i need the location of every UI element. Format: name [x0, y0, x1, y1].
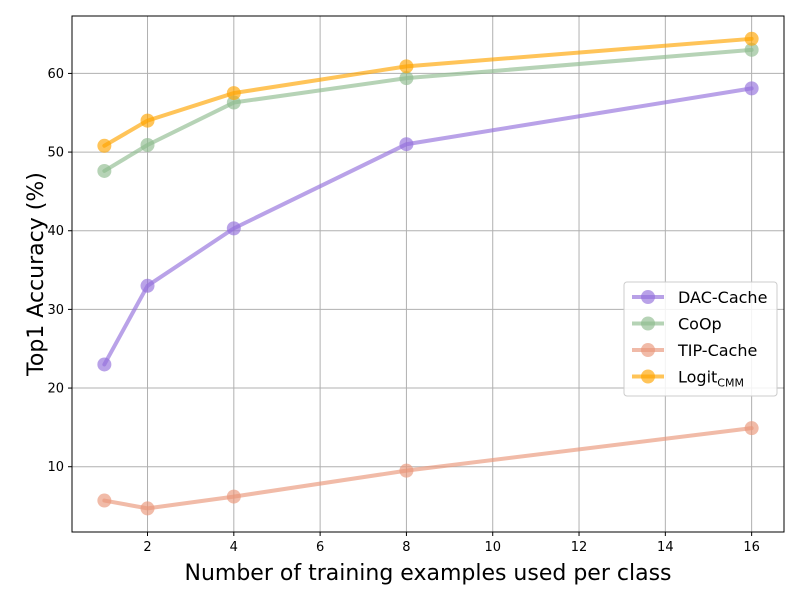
x-tick-label: 4 [230, 540, 238, 555]
x-axis-label: Number of training examples used per cla… [185, 561, 672, 586]
legend-label: TIP-Cache [677, 341, 757, 360]
data-point [140, 278, 155, 293]
legend-label: CoOp [678, 315, 722, 334]
y-tick-label: 10 [47, 460, 64, 475]
data-point [744, 81, 759, 96]
data-point [97, 163, 112, 178]
data-point [140, 501, 155, 516]
data-point [399, 71, 414, 86]
data-point [97, 357, 112, 372]
data-point [226, 489, 241, 504]
legend-box [623, 281, 778, 397]
x-tick-label: 12 [571, 540, 588, 555]
data-point [399, 463, 414, 478]
series-layer [97, 31, 759, 516]
legend-marker [641, 290, 655, 304]
x-tick-label: 6 [316, 540, 324, 555]
series-dac-cache [97, 81, 759, 372]
x-tick-label: 14 [657, 540, 674, 555]
series-coop [97, 42, 759, 178]
y-tick-label: 50 [47, 146, 64, 161]
y-axis-ticks: 10 20 30 40 50 60 [47, 67, 72, 475]
series-tip-cache [97, 421, 759, 516]
data-point [226, 221, 241, 236]
data-point [744, 421, 759, 436]
legend-entry: TIP-Cache [632, 341, 757, 360]
data-point [140, 113, 155, 128]
legend-marker [641, 316, 655, 331]
data-point [140, 138, 155, 152]
plot-frame [71, 15, 785, 533]
x-tick-label: 10 [484, 540, 501, 555]
x-axis-ticks: 2 4 6 8 10 12 14 16 [143, 532, 760, 555]
data-point [744, 31, 759, 46]
y-axis-label: Top1 Accuracy (%) [24, 172, 49, 377]
x-tick-label: 2 [143, 540, 151, 555]
legend-label: DAC-Cache [678, 288, 767, 307]
series-logit [97, 31, 759, 153]
data-point [399, 137, 414, 152]
legend-label-subscript: CMM [717, 377, 744, 390]
data-point [97, 138, 112, 153]
data-point [744, 42, 759, 57]
data-point [226, 86, 241, 101]
y-tick-label: 30 [47, 303, 64, 318]
x-tick-label: 16 [743, 540, 760, 555]
legend-marker [641, 369, 655, 384]
y-tick-label: 60 [47, 67, 64, 82]
legend-marker [641, 343, 655, 357]
y-tick-label: 20 [47, 382, 64, 397]
x-tick-label: 8 [402, 540, 410, 555]
y-tick-label: 40 [47, 224, 64, 239]
data-point [97, 493, 112, 508]
legend-entry: DAC-Cache [632, 288, 767, 307]
legend-entry: CoOp [632, 315, 722, 334]
data-point [399, 59, 414, 74]
